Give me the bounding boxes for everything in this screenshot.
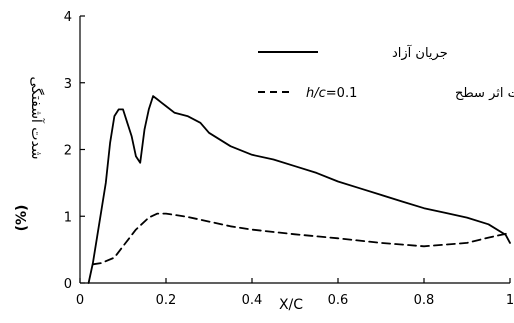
- legend-param-value: =0.1: [326, 86, 358, 101]
- series-layer: [87, 95, 511, 284]
- legend: جریان آزاد h/c=0.1 تحت اثر سطح: [258, 44, 514, 101]
- x-axis-label: X/C: [279, 297, 303, 313]
- x-tick-label: 1: [506, 293, 514, 308]
- series-line-surface: [92, 212, 511, 266]
- y-ticks: 0 1 2 3 4: [64, 10, 85, 292]
- legend-label-freeflow: جریان آزاد: [392, 44, 448, 61]
- legend-label-surface: تحت اثر سطح: [455, 86, 514, 101]
- y-tick-label: 0: [64, 277, 72, 292]
- legend-param-symbol: h/c: [306, 86, 326, 101]
- series-line-freeflow: [87, 95, 511, 284]
- y-tick-label: 1: [64, 210, 72, 225]
- x-tick-label: 0.2: [156, 293, 177, 308]
- y-tick-label: 4: [64, 10, 72, 25]
- y-axis-unit: (%): [14, 205, 30, 232]
- legend-param: h/c=0.1: [306, 86, 357, 101]
- y-tick-label: 3: [64, 77, 72, 92]
- x-tick-label: 0.6: [328, 293, 349, 308]
- x-tick-label: 0: [76, 293, 84, 308]
- y-tick-label: 2: [64, 144, 72, 159]
- x-tick-label: 0.4: [242, 293, 263, 308]
- x-tick-label: 0.8: [414, 293, 435, 308]
- y-axis-label: شدت آشفتگی: [28, 76, 45, 159]
- x-ticks: 0 0.2 0.4 0.6 0.8 1: [76, 278, 514, 308]
